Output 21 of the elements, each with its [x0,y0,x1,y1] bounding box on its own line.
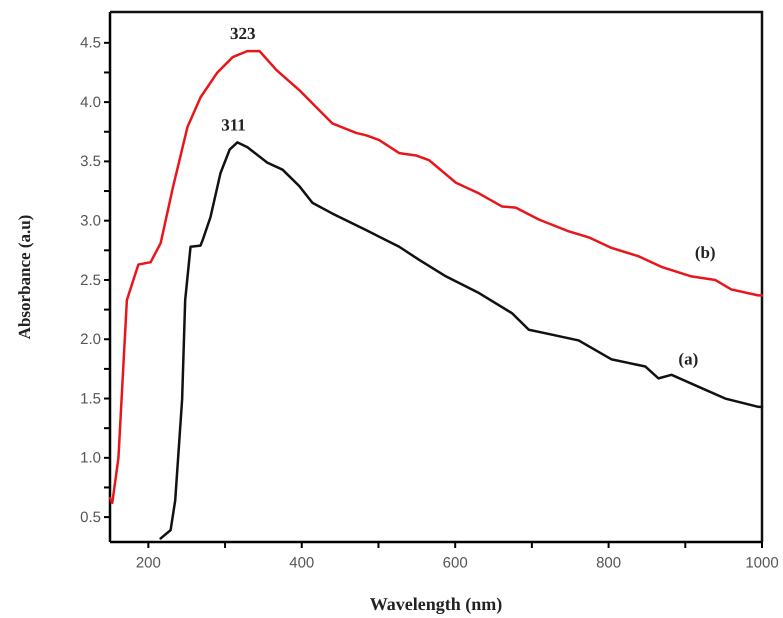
y-tick-label: 4.0 [80,94,101,111]
x-tick-label: 200 [136,554,161,572]
x-tick-label: 1000 [745,554,779,572]
x-axis-title: Wavelength (nm) [370,594,502,614]
y-tick-label: 2.0 [80,331,101,348]
y-tick-label: 2.5 [80,272,101,289]
series-label: (b) [694,242,716,262]
x-tick-label: 400 [289,554,314,572]
y-tick-label: 1.0 [80,450,101,467]
y-tick-label: 0.5 [80,508,101,526]
annotation: 311 [221,115,246,134]
y-tick-label: 3.0 [80,212,101,230]
y-tick-label: 4.5 [80,34,101,52]
y-tick-label: 1.5 [80,390,101,408]
series-label: (a) [678,350,698,369]
x-tick-label: 600 [442,554,468,572]
y-axis-title: Absorbance (a.u) [15,214,34,340]
line-series [108,50,764,504]
annotation: 323 [230,24,256,44]
x-tick-label: 800 [596,554,622,572]
y-tick-label: 3.5 [80,153,101,170]
